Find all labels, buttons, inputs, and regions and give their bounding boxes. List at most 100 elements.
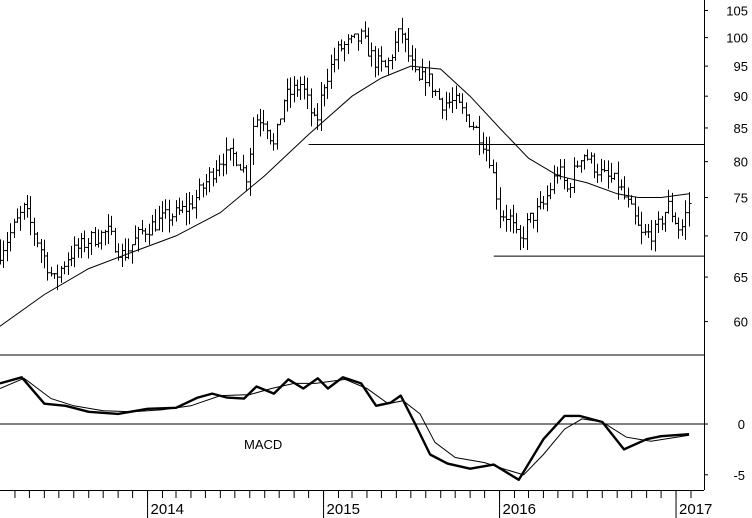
ohlc-bar	[329, 54, 334, 89]
ohlc-bar	[511, 204, 516, 234]
ohlc-bar	[525, 213, 530, 250]
ohlc-bar	[66, 252, 71, 275]
price-panel	[0, 17, 704, 327]
ohlc-bar	[602, 160, 607, 173]
ohlc-bar	[143, 227, 148, 243]
ohlc-bar	[585, 149, 590, 161]
ohlc-bar	[643, 224, 648, 236]
ohlc-bar	[552, 165, 557, 194]
ohlc-bar	[22, 202, 27, 220]
ohlc-bar	[325, 68, 330, 99]
ohlc-bar	[444, 91, 449, 121]
ohlc-bar	[609, 162, 614, 183]
ohlc-bar	[356, 33, 361, 51]
ohlc-bar	[201, 182, 206, 198]
ohlc-bar	[136, 226, 141, 252]
ohlc-bar	[5, 232, 10, 262]
ohlc-bar	[352, 33, 357, 39]
ohlc-bar	[190, 195, 195, 210]
ohlc-bar	[140, 220, 145, 235]
ohlc-bar	[433, 89, 438, 97]
ohlc-bar	[400, 17, 405, 44]
ohlc-bar	[271, 133, 276, 151]
ohlc-bar	[187, 191, 192, 225]
ohlc-bar	[423, 68, 428, 96]
ohlc-bar	[96, 229, 101, 248]
ohlc-bar	[214, 160, 219, 183]
ohlc-bar	[656, 211, 661, 234]
x-year-label: 2017	[679, 501, 712, 518]
ohlc-bar	[595, 163, 600, 183]
ohlc-bar	[541, 195, 546, 210]
ohlc-bar	[498, 187, 503, 229]
macd-y-tick-label: -5	[733, 468, 745, 483]
ohlc-bar	[153, 209, 158, 232]
ohlc-bar	[305, 77, 310, 109]
price-y-tick-label: 100	[726, 31, 748, 46]
ohlc-bar	[481, 132, 486, 154]
ohlc-bar	[369, 42, 374, 67]
ohlc-bar	[174, 200, 179, 222]
ohlc-bar	[460, 93, 465, 114]
ohlc-bar	[477, 115, 482, 156]
ohlc-bar	[1, 240, 6, 268]
macd-line	[0, 376, 690, 481]
ohlc-bar	[582, 154, 587, 170]
ohlc-bar	[177, 197, 182, 215]
price-y-tick-label: 95	[734, 59, 748, 74]
ohlc-bar	[457, 92, 462, 104]
ohlc-bar	[396, 28, 401, 52]
ohlc-bar	[521, 226, 526, 248]
ohlc-bar	[660, 215, 665, 231]
ohlc-bar	[79, 233, 84, 259]
ohlc-bar	[99, 230, 104, 250]
price-y-tick-label: 85	[734, 121, 748, 136]
ohlc-bar	[531, 212, 536, 229]
ohlc-bar	[646, 223, 651, 239]
ohlc-bar	[126, 238, 131, 260]
ohlc-bar	[170, 213, 175, 226]
ohlc-bar	[386, 57, 391, 75]
ohlc-bar	[514, 213, 519, 234]
ohlc-bar	[393, 31, 398, 61]
ohlc-bar	[25, 195, 30, 218]
ohlc-bar	[639, 211, 644, 245]
ohlc-bar	[420, 58, 425, 81]
x-year-label: 2015	[327, 501, 360, 518]
ohlc-bar	[147, 223, 152, 245]
ohlc-bar	[39, 238, 44, 263]
ohlc-bar	[302, 75, 307, 100]
ohlc-bar	[687, 192, 692, 227]
ohlc-bar	[228, 147, 233, 161]
ohlc-bar	[86, 238, 91, 259]
ohlc-bar	[504, 204, 509, 232]
ohlc-bar	[241, 154, 246, 173]
ohlc-bar	[649, 219, 654, 251]
ohlc-bar	[673, 212, 678, 225]
ohlc-bar	[109, 215, 114, 236]
ohlc-bar	[447, 92, 452, 109]
ohlc-bar	[130, 244, 135, 264]
ohlc-bar	[346, 34, 351, 55]
ohlc-bar	[49, 266, 54, 277]
ohlc-bar	[535, 198, 540, 233]
ohlc-bar	[89, 231, 94, 255]
x-year-label: 2016	[503, 501, 536, 518]
ohlc-bar	[332, 47, 337, 73]
ohlc-bar	[342, 41, 347, 62]
ohlc-bar	[184, 192, 189, 226]
ohlc-bar	[440, 97, 445, 119]
ohlc-bar	[538, 191, 543, 210]
ohlc-bar	[32, 217, 37, 246]
ohlc-bar	[390, 54, 395, 70]
ohlc-bar	[491, 159, 496, 174]
ohlc-bar	[670, 192, 675, 223]
ohlc-bar	[285, 78, 290, 112]
ohlc-bar	[359, 28, 364, 44]
price-y-tick-label: 80	[734, 155, 748, 170]
ohlc-bar	[62, 261, 67, 275]
macd-annotation: MACD	[244, 437, 282, 452]
ohlc-bar	[231, 138, 236, 167]
ohlc-bar	[376, 48, 381, 76]
